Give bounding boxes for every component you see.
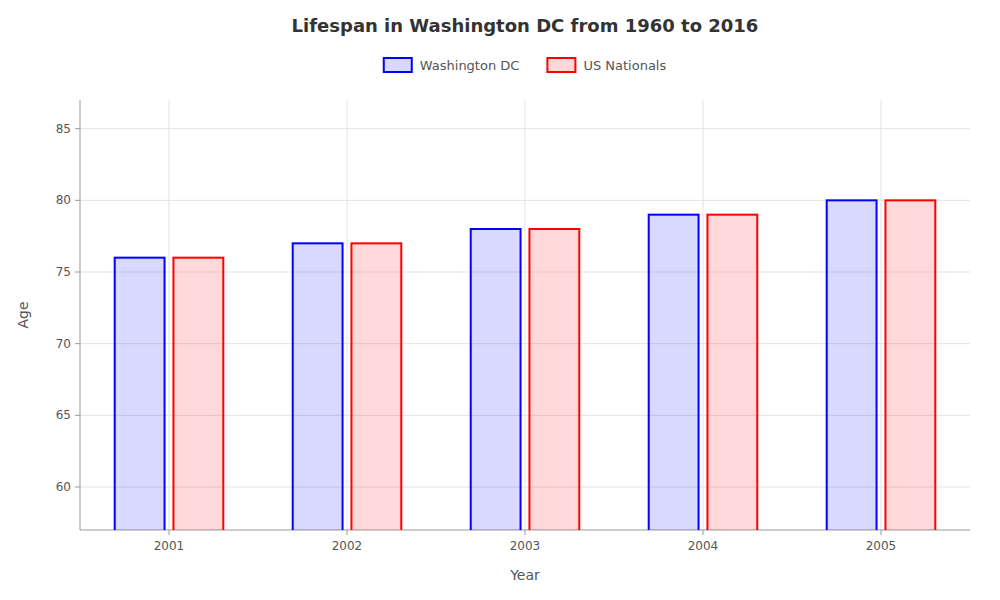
y-tick xyxy=(75,487,80,488)
y-tick-label: 85 xyxy=(56,122,71,136)
y-tick xyxy=(75,272,80,273)
legend: Washington DC US Nationals xyxy=(384,58,667,73)
bar xyxy=(293,243,343,530)
y-tick xyxy=(75,200,80,201)
x-tick-label: 2003 xyxy=(510,539,541,553)
bar xyxy=(885,200,935,530)
bar xyxy=(471,229,521,530)
x-grid-line xyxy=(703,100,704,530)
legend-item: US Nationals xyxy=(547,58,666,73)
y-tick xyxy=(75,128,80,129)
legend-label: US Nationals xyxy=(583,58,666,73)
y-tick xyxy=(75,415,80,416)
x-grid-line xyxy=(881,100,882,530)
x-tick xyxy=(347,530,348,535)
y-axis-label: Age xyxy=(15,301,31,328)
chart-svg: 60 65 70 75 80 85 2001 2002 2003 2004 2005 Lifespan… xyxy=(0,0,1000,600)
bar xyxy=(649,215,699,530)
bar xyxy=(529,229,579,530)
legend-label: Washington DC xyxy=(420,58,520,73)
legend-swatch xyxy=(384,58,412,72)
y-tick-label: 75 xyxy=(56,265,71,279)
legend-item: Washington DC xyxy=(384,58,520,73)
x-axis-label: Year xyxy=(509,567,540,583)
x-tick xyxy=(881,530,882,535)
x-tick-label: 2001 xyxy=(154,539,185,553)
y-tick-label: 70 xyxy=(56,337,71,351)
bar xyxy=(351,243,401,530)
x-tick xyxy=(703,530,704,535)
x-tick xyxy=(525,530,526,535)
y-tick-label: 80 xyxy=(56,193,71,207)
legend-swatch xyxy=(547,58,575,72)
bar xyxy=(173,258,223,530)
x-tick-label: 2005 xyxy=(866,539,897,553)
x-grid-line xyxy=(169,100,170,530)
chart-title: Lifespan in Washington DC from 1960 to 2… xyxy=(292,15,759,36)
bar xyxy=(827,200,877,530)
x-grid-line xyxy=(347,100,348,530)
y-axis-line xyxy=(80,100,81,530)
x-tick xyxy=(169,530,170,535)
chart-container: 60 65 70 75 80 85 2001 2002 2003 2004 2005 Lifespan… xyxy=(0,0,1000,600)
bars xyxy=(115,200,936,530)
bar xyxy=(707,215,757,530)
x-grid-line xyxy=(525,100,526,530)
x-tick-label: 2002 xyxy=(332,539,363,553)
y-tick-label: 65 xyxy=(56,408,71,422)
y-tick-label: 60 xyxy=(56,480,71,494)
y-tick xyxy=(75,343,80,344)
x-tick-label: 2004 xyxy=(688,539,719,553)
bar xyxy=(115,258,165,530)
